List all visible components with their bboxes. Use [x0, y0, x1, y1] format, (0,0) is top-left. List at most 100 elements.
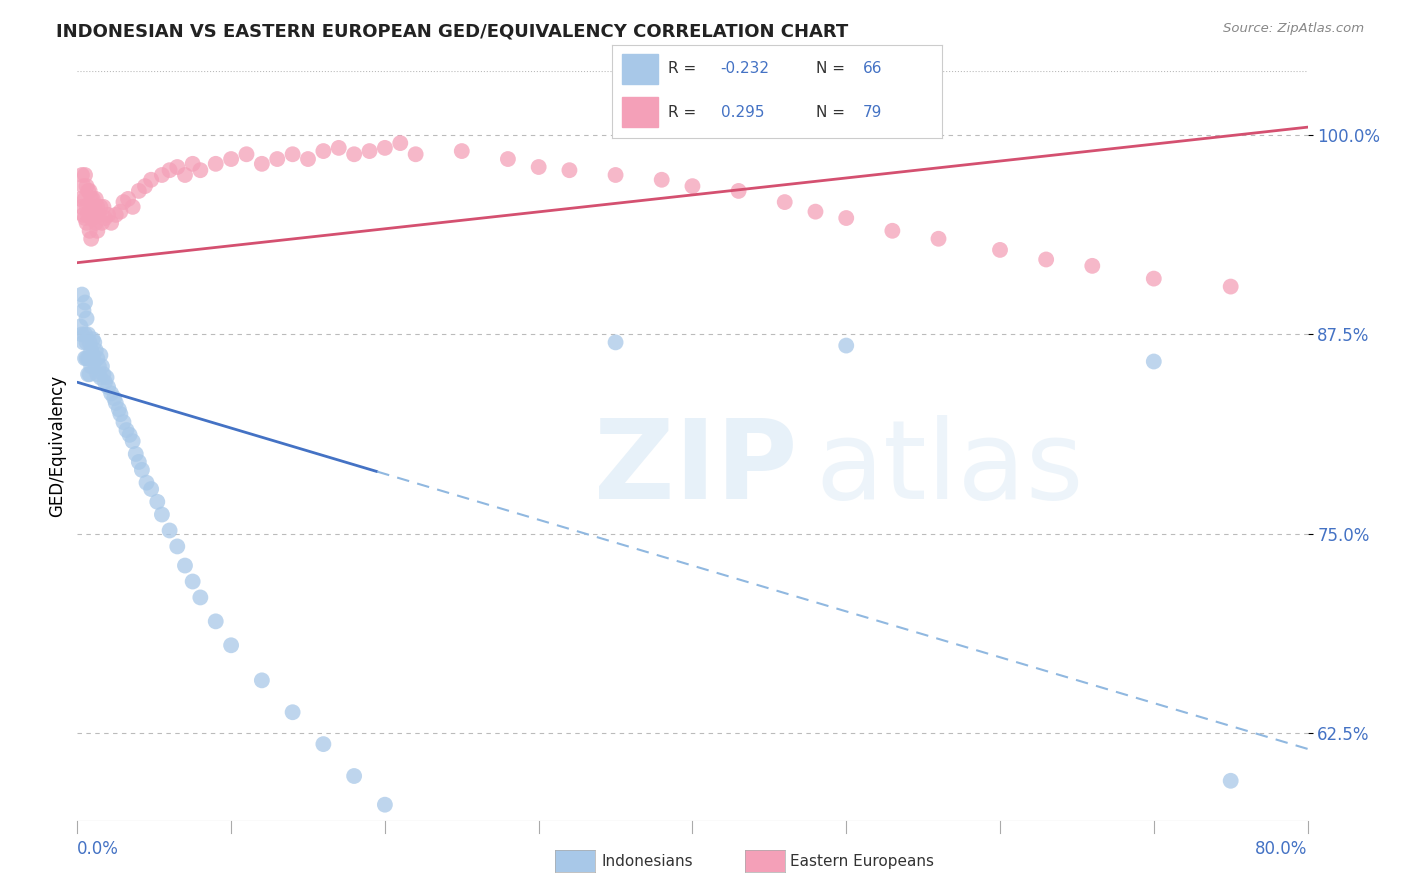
Point — [121, 200, 143, 214]
Point — [389, 136, 412, 150]
Point — [558, 163, 581, 178]
Point — [174, 558, 197, 573]
Point — [80, 232, 103, 246]
Point — [159, 524, 181, 538]
Point — [312, 737, 335, 751]
Point — [84, 343, 107, 358]
Point — [76, 179, 98, 194]
Point — [405, 147, 427, 161]
Point — [70, 287, 93, 301]
Point — [188, 591, 212, 605]
Point — [103, 391, 125, 405]
Point — [150, 508, 173, 522]
Point — [86, 200, 108, 214]
Point — [100, 216, 122, 230]
Point — [121, 434, 143, 449]
Point — [104, 396, 127, 410]
Text: 0.0%: 0.0% — [77, 839, 120, 858]
Point — [79, 204, 101, 219]
Point — [80, 192, 103, 206]
Point — [1081, 259, 1104, 273]
Point — [166, 160, 188, 174]
Point — [83, 335, 105, 350]
Point — [82, 211, 104, 225]
Point — [70, 168, 93, 182]
Point — [84, 192, 107, 206]
Point — [77, 208, 100, 222]
Point — [97, 208, 120, 222]
Text: atlas: atlas — [815, 415, 1084, 522]
Point — [1035, 252, 1057, 267]
Text: 79: 79 — [863, 104, 882, 120]
Point — [72, 208, 94, 222]
Point — [83, 354, 105, 368]
Point — [682, 179, 704, 194]
Point — [141, 173, 163, 187]
Point — [312, 144, 335, 158]
Point — [70, 327, 93, 342]
Text: INDONESIAN VS EASTERN EUROPEAN GED/EQUIVALENCY CORRELATION CHART: INDONESIAN VS EASTERN EUROPEAN GED/EQUIV… — [56, 22, 848, 40]
Point — [146, 495, 169, 509]
Point — [110, 204, 132, 219]
Point — [73, 351, 96, 366]
Point — [496, 152, 519, 166]
Point — [727, 184, 749, 198]
Point — [77, 184, 100, 198]
Point — [204, 157, 226, 171]
Text: Source: ZipAtlas.com: Source: ZipAtlas.com — [1223, 22, 1364, 36]
Point — [112, 415, 135, 429]
Point — [79, 224, 101, 238]
Point — [93, 368, 115, 382]
Point — [605, 168, 627, 182]
Point — [204, 615, 226, 629]
Point — [76, 200, 98, 214]
Point — [77, 327, 100, 342]
Point — [89, 200, 111, 214]
Text: N =: N = — [817, 62, 845, 77]
Point — [188, 163, 212, 178]
Text: R =: R = — [668, 104, 696, 120]
Point — [70, 200, 93, 214]
Text: -0.232: -0.232 — [721, 62, 769, 77]
Point — [651, 173, 673, 187]
Point — [94, 211, 117, 225]
Point — [988, 243, 1011, 257]
Point — [297, 152, 319, 166]
Point — [86, 368, 108, 382]
Point — [87, 359, 110, 374]
Point — [96, 370, 118, 384]
Point — [77, 351, 100, 366]
Point — [219, 152, 242, 166]
Point — [359, 144, 381, 158]
Point — [76, 216, 98, 230]
Point — [835, 211, 858, 225]
Point — [804, 204, 827, 219]
Point — [73, 327, 96, 342]
Point — [79, 368, 101, 382]
Point — [110, 407, 132, 421]
Point — [86, 224, 108, 238]
Point — [100, 386, 122, 401]
Point — [87, 208, 110, 222]
Point — [80, 211, 103, 225]
Point — [72, 179, 94, 194]
Y-axis label: GED/Equivalency: GED/Equivalency — [48, 375, 66, 517]
Point — [250, 157, 273, 171]
Text: R =: R = — [668, 62, 696, 77]
Point — [166, 540, 188, 554]
Point — [69, 192, 91, 206]
Point — [82, 332, 104, 346]
Point — [281, 705, 304, 719]
Text: Eastern Europeans: Eastern Europeans — [790, 855, 934, 869]
Point — [374, 797, 396, 812]
Point — [1143, 271, 1166, 285]
Point — [450, 144, 472, 158]
Point — [76, 335, 98, 350]
Point — [150, 168, 173, 182]
Point — [82, 348, 104, 362]
Point — [72, 303, 94, 318]
Point — [69, 319, 91, 334]
Text: 80.0%: 80.0% — [1256, 839, 1308, 858]
Point — [281, 147, 304, 161]
Text: N =: N = — [817, 104, 845, 120]
